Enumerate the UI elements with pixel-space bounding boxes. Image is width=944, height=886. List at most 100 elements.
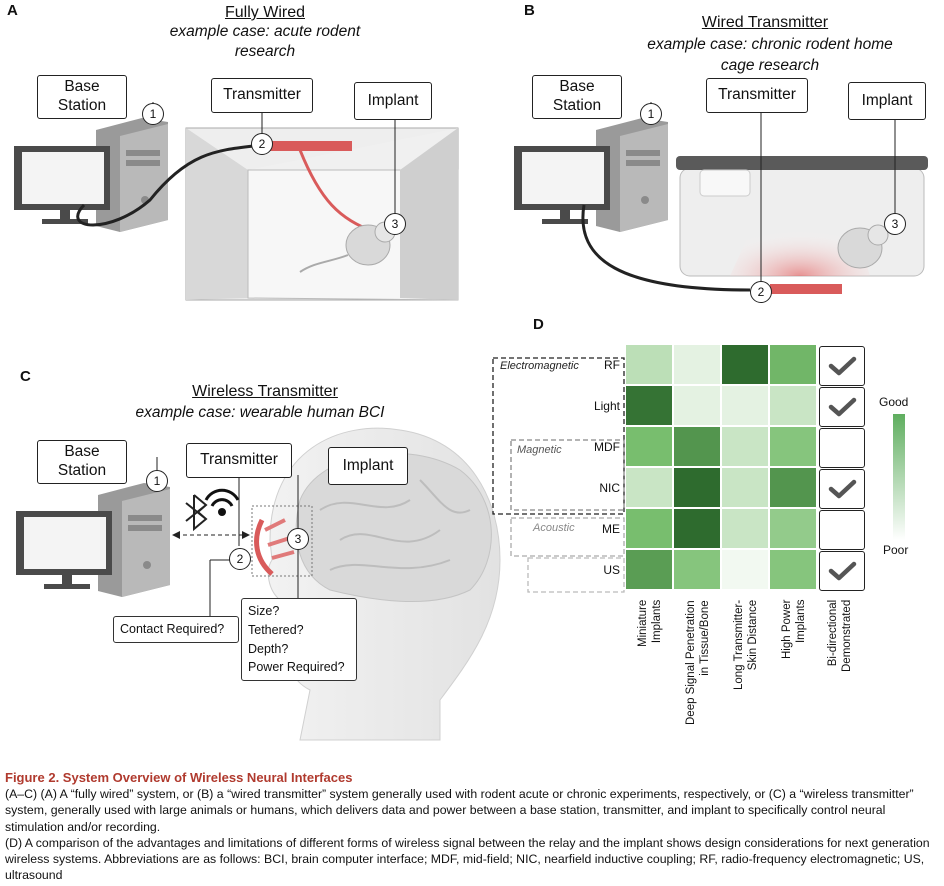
bidirectional-box-mdf bbox=[819, 428, 865, 468]
column-label-line: Long Transmitter- bbox=[733, 599, 745, 690]
heatmap-cell-me-2 bbox=[722, 509, 768, 548]
panel-a-cable bbox=[76, 143, 263, 227]
panel-b-subtitle-1: example case: chronic rodent home bbox=[647, 36, 893, 53]
heatmap-cell-me-0 bbox=[626, 509, 672, 548]
panel-b-label: B bbox=[524, 2, 535, 19]
group-us-box bbox=[527, 557, 625, 593]
panel-c-num-1: 1 bbox=[146, 470, 168, 492]
row-label-rf: RF bbox=[604, 357, 620, 372]
column-label-line: in Tissue/Bone bbox=[699, 600, 712, 676]
column-label-line: High Power bbox=[781, 599, 793, 659]
panel-a-label: A bbox=[7, 2, 18, 19]
bidirectional-box-rf bbox=[819, 346, 865, 386]
heatmap-cell-mdf-1 bbox=[674, 427, 720, 466]
heatmap-cell-mdf-2 bbox=[722, 427, 768, 466]
column-label-2: Long Transmitter- Skin Distance bbox=[732, 600, 761, 690]
panel-b-num-3: 3 bbox=[884, 213, 906, 235]
column-label-3: High Power Implants bbox=[780, 600, 809, 659]
checkmark-icon bbox=[828, 479, 857, 499]
panel-c-label: C bbox=[20, 368, 31, 385]
column-label-line: Skin Distance bbox=[747, 599, 760, 671]
panel-a-subtitle-1: example case: acute rodent bbox=[169, 23, 361, 40]
heatmap-cell-light-0 bbox=[626, 386, 672, 425]
base-station-line2: Station bbox=[57, 97, 107, 114]
bluetooth-icon bbox=[185, 494, 208, 532]
column-label-4: Bi-directional Demonstrated bbox=[826, 600, 855, 672]
column-label-line: Bi-directional bbox=[827, 599, 839, 667]
caption-title: Figure 2. System Overview of Wireless Ne… bbox=[5, 770, 353, 785]
panel-b-title: Wired Transmitter bbox=[701, 14, 829, 31]
group-acoustic-box bbox=[510, 517, 625, 557]
heatmap-cell-nic-0 bbox=[626, 468, 672, 507]
question-depth: Depth? bbox=[248, 641, 289, 656]
bidirectional-box-nic bbox=[819, 469, 865, 509]
scale-poor-label: Poor bbox=[883, 543, 909, 557]
panel-b-num-1: 1 bbox=[640, 103, 662, 125]
question-size: Size? bbox=[248, 604, 280, 618]
column-label-line: Implants bbox=[795, 599, 808, 644]
bidirectional-box-light bbox=[819, 387, 865, 427]
heatmap-cell-me-3 bbox=[770, 509, 816, 548]
group-label-electromagnetic: Electromagnetic bbox=[500, 360, 579, 372]
panel-a-num-3: 3 bbox=[384, 213, 406, 235]
column-label-line: Deep Signal Penetration bbox=[685, 600, 697, 725]
question-power: Power Required? bbox=[248, 660, 345, 675]
panel-b-transmitter-box: Transmitter bbox=[706, 78, 808, 113]
panel-c-computer bbox=[16, 483, 170, 597]
group-label-magnetic: Magnetic bbox=[517, 444, 562, 456]
row-label-me: ME bbox=[602, 521, 620, 536]
row-label-light: Light bbox=[593, 398, 620, 413]
base-station-line2: Station bbox=[552, 97, 602, 114]
contact-required-box: Contact Required? bbox=[113, 616, 239, 643]
heatmap-cell-nic-3 bbox=[770, 468, 816, 507]
panel-a-transmitter-box: Transmitter bbox=[211, 78, 313, 113]
colorbar bbox=[893, 414, 905, 540]
panel-b-transmitter-bar bbox=[770, 284, 842, 294]
heatmap-cell-mdf-0 bbox=[626, 427, 672, 466]
checkmark-icon bbox=[828, 397, 857, 417]
panel-c-num-2: 2 bbox=[229, 548, 251, 570]
panel-c-transmitter bbox=[254, 518, 274, 576]
implant-questions-box: Size? Tethered? Depth? Power Required? bbox=[241, 598, 357, 681]
panel-b-cable bbox=[581, 204, 751, 292]
heatmap-cell-rf-3 bbox=[770, 345, 816, 384]
column-label-line: Miniature bbox=[637, 599, 649, 647]
panel-b-implant-box: Implant bbox=[848, 82, 926, 120]
panel-b-mouse bbox=[837, 224, 889, 269]
row-label-nic: NIC bbox=[599, 480, 620, 495]
column-label-line: Demonstrated bbox=[841, 599, 854, 672]
scale-good-label: Good bbox=[879, 395, 909, 409]
panel-c-implant-region bbox=[251, 505, 313, 577]
panel-c-implant-box: Implant bbox=[328, 447, 408, 485]
panel-d-label: D bbox=[533, 316, 544, 333]
heatmap-cell-mdf-3 bbox=[770, 427, 816, 466]
panel-c-signal bbox=[264, 518, 295, 560]
panel-c-transmitter-box: Transmitter bbox=[186, 443, 292, 478]
column-label-0: Miniature Implants bbox=[636, 600, 665, 647]
panel-a-base-station-box: Base Station bbox=[37, 75, 127, 119]
figure-caption: Figure 2. System Overview of Wireless Ne… bbox=[5, 769, 941, 883]
group-label-acoustic: Acoustic bbox=[533, 522, 575, 534]
panel-c-subtitle: example case: wearable human BCI bbox=[135, 404, 385, 421]
panel-a-title: Fully Wired bbox=[224, 4, 305, 21]
checkmark-icon bbox=[828, 561, 857, 581]
base-station-line1: Base bbox=[64, 78, 100, 96]
heatmap-cell-light-3 bbox=[770, 386, 816, 425]
heatmap-cell-us-3 bbox=[770, 550, 816, 589]
row-label-us: US bbox=[603, 562, 620, 577]
panel-b-num-2: 2 bbox=[750, 281, 772, 303]
group-magnetic-box bbox=[510, 439, 625, 511]
heatmap-cell-us-1 bbox=[674, 550, 720, 589]
panel-a-cage bbox=[185, 127, 459, 301]
panel-a-num-2: 2 bbox=[251, 133, 273, 155]
heatmap-cell-light-1 bbox=[674, 386, 720, 425]
question-tethered: Tethered? bbox=[248, 622, 304, 637]
panel-b-base-station-box: Base Station bbox=[532, 75, 622, 119]
group-electromagnetic-box bbox=[492, 357, 625, 515]
base-station-line1: Base bbox=[64, 443, 100, 461]
heatmap-cell-us-0 bbox=[626, 550, 672, 589]
heatmap-cell-nic-2 bbox=[722, 468, 768, 507]
bidirectional-box-me bbox=[819, 510, 865, 550]
column-label-1: Deep Signal Penetration in Tissue/Bone bbox=[684, 600, 713, 725]
heatmap-cell-rf-0 bbox=[626, 345, 672, 384]
